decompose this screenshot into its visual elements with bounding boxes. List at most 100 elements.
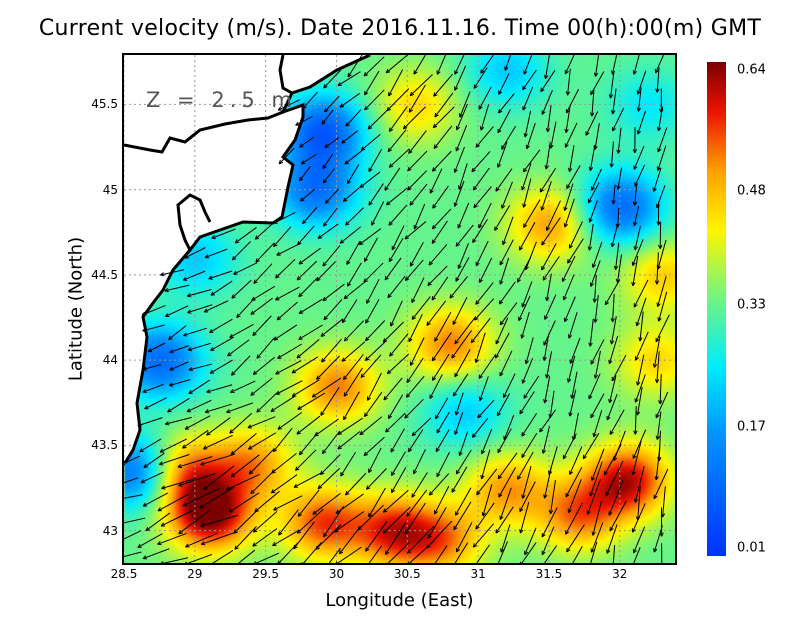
velocity-arrow <box>563 183 574 211</box>
velocity-arrow <box>496 393 511 417</box>
velocity-arrow <box>368 487 386 518</box>
velocity-arrow <box>312 492 341 515</box>
velocity-arrow <box>497 109 511 134</box>
velocity-arrow <box>541 217 561 246</box>
velocity-arrow <box>616 127 622 154</box>
velocity-arrow <box>636 87 642 112</box>
velocity-arrow <box>388 69 404 97</box>
velocity-arrow <box>247 416 276 429</box>
colorbar-tick-label: 0.33 <box>737 297 766 313</box>
velocity-arrow <box>388 204 408 226</box>
velocity-arrow <box>524 527 537 556</box>
velocity-arrow <box>186 399 212 413</box>
velocity-arrow <box>473 186 492 209</box>
velocity-arrow <box>277 99 300 111</box>
velocity-arrow <box>655 411 662 440</box>
x-tick-label: 29.5 <box>252 567 279 581</box>
velocity-arrow <box>455 449 472 475</box>
velocity-arrow <box>494 332 510 359</box>
velocity-arrow <box>300 153 317 165</box>
velocity-arrow <box>519 542 537 563</box>
velocity-arrow <box>654 351 660 384</box>
velocity-arrow <box>657 127 668 153</box>
velocity-arrow <box>299 136 315 148</box>
velocity-arrow <box>541 89 553 115</box>
velocity-arrow <box>408 313 423 343</box>
velocity-arrow <box>254 221 276 240</box>
velocity-arrow <box>502 373 516 399</box>
velocity-arrow <box>276 301 298 321</box>
velocity-arrow <box>588 144 596 171</box>
velocity-arrow <box>480 449 491 480</box>
velocity-arrow <box>164 416 193 426</box>
velocity-arrow <box>569 446 583 475</box>
velocity-arrow <box>498 93 515 114</box>
velocity-arrow <box>255 242 275 263</box>
velocity-arrow <box>247 432 277 450</box>
velocity-arrow <box>612 545 616 563</box>
velocity-arrow <box>432 185 449 209</box>
velocity-arrow <box>256 392 278 413</box>
velocity-arrow <box>167 397 190 413</box>
velocity-arrow <box>654 447 661 481</box>
velocity-arrow <box>518 295 531 321</box>
velocity-arrow <box>407 429 424 453</box>
velocity-arrow <box>344 150 363 165</box>
x-axis-label: Longitude (East) <box>325 590 474 611</box>
velocity-arrow <box>124 494 143 499</box>
velocity-arrow <box>203 300 229 313</box>
velocity-arrow <box>498 73 510 95</box>
velocity-arrow <box>454 317 476 345</box>
velocity-arrow <box>339 226 361 244</box>
velocity-arrow <box>480 55 494 74</box>
velocity-arrow <box>296 260 318 281</box>
velocity-arrow <box>540 181 552 211</box>
velocity-arrow <box>475 126 494 148</box>
velocity-arrow <box>382 489 409 513</box>
velocity-arrow <box>611 184 616 205</box>
velocity-arrow <box>275 258 296 279</box>
velocity-arrow <box>522 178 532 208</box>
y-tick-label: 43 <box>102 523 118 538</box>
velocity-arrow <box>434 485 450 515</box>
velocity-arrow <box>409 337 425 366</box>
velocity-arrow <box>545 273 552 302</box>
velocity-arrow <box>368 149 383 173</box>
velocity-arrow <box>518 222 536 251</box>
velocity-arrow <box>588 200 598 223</box>
velocity-arrow <box>457 202 470 229</box>
velocity-arrow <box>582 432 600 460</box>
velocity-arrow <box>234 227 257 244</box>
velocity-arrow <box>434 311 452 342</box>
velocity-arrow <box>206 417 231 436</box>
velocity-arrow <box>343 281 366 300</box>
velocity-arrow <box>589 461 603 497</box>
velocity-arrow <box>655 67 660 93</box>
velocity-arrow <box>230 432 257 456</box>
velocity-arrow <box>567 238 584 264</box>
velocity-arrow <box>337 431 361 450</box>
velocity-arrow <box>275 360 302 375</box>
velocity-arrow <box>636 354 645 386</box>
velocity-arrow <box>433 125 453 149</box>
velocity-arrow <box>206 384 233 394</box>
velocity-arrow <box>589 89 595 117</box>
velocity-arrow <box>589 260 601 287</box>
velocity-arrow <box>453 180 465 207</box>
velocity-arrow <box>364 70 380 96</box>
velocity-arrow <box>387 276 406 299</box>
velocity-arrow <box>455 522 473 553</box>
velocity-arrow <box>632 185 638 206</box>
velocity-arrow <box>658 374 663 405</box>
velocity-arrow <box>616 167 623 190</box>
velocity-arrow <box>541 526 555 556</box>
colorbar <box>707 62 726 556</box>
velocity-arrow <box>409 242 424 267</box>
plot-frame <box>122 53 677 565</box>
velocity-arrow <box>291 356 319 374</box>
velocity-arrow <box>428 473 450 496</box>
velocity-arrow <box>408 130 427 154</box>
velocity-arrow <box>316 355 341 380</box>
velocity-arrow <box>565 467 583 498</box>
velocity-arrow <box>561 255 576 282</box>
